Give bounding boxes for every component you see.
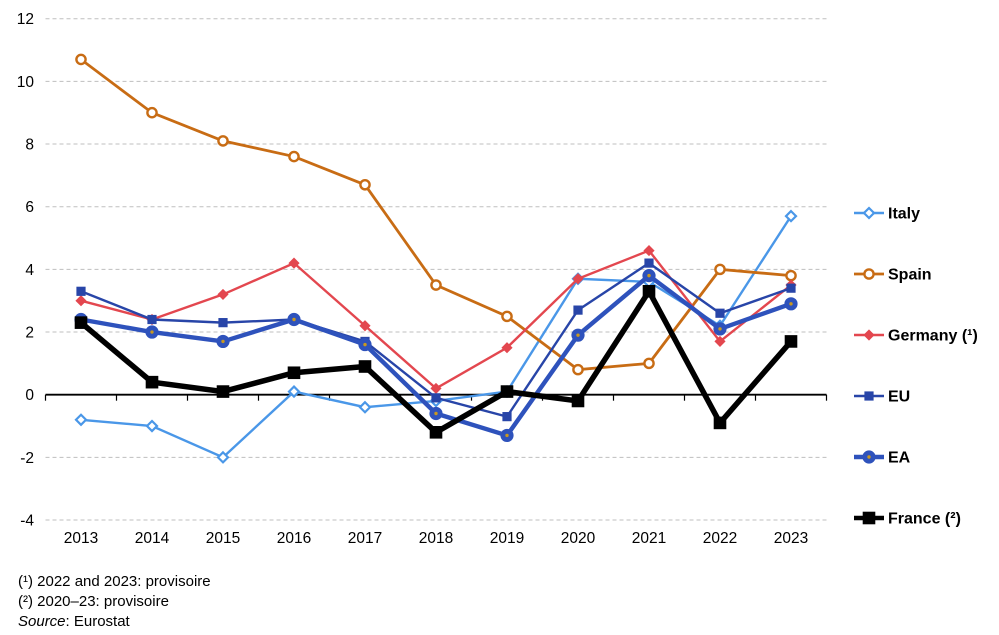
data-point-germany-2017 (359, 320, 371, 332)
data-point-germany-2018 (430, 382, 442, 395)
data-point-spain-2016 (288, 150, 300, 163)
data-point-eu-2020 (573, 305, 583, 315)
data-point-spain-2019 (501, 310, 513, 323)
data-point-france-2023 (784, 335, 798, 348)
data-point-eu-2022 (715, 308, 725, 318)
data-point-france-2018 (429, 425, 443, 439)
legend-marker-germany (863, 329, 875, 341)
data-point-italy-2016 (287, 385, 301, 399)
data-point-eu-2013 (76, 286, 86, 296)
data-point-spain-2021 (643, 357, 655, 370)
x-axis-tick-label-2018: 2018 (419, 530, 453, 547)
data-point-spain-2015 (217, 135, 229, 147)
footnote-2: (²) 2020–23: provisoire (18, 593, 169, 610)
data-point-spain-2022 (714, 263, 726, 276)
x-axis-tick-label-2013: 2013 (64, 530, 98, 547)
data-point-france-2017 (358, 360, 372, 373)
data-point-ea-2020-dot (576, 333, 580, 337)
data-point-spain-2014 (146, 106, 158, 119)
legend-item-eu: EU (854, 389, 910, 406)
y-axis-tick-label-4: 4 (25, 262, 34, 279)
legend-label-germany: Germany (¹) (888, 328, 978, 345)
data-point-italy-2014 (145, 419, 159, 433)
data-point-ea-2015-dot (221, 339, 225, 344)
data-point-spain-2020 (572, 363, 584, 376)
x-axis-tick-label-2021: 2021 (632, 530, 666, 547)
data-point-eu-2015 (218, 318, 228, 328)
data-point-france-2020 (571, 394, 585, 408)
legend-marker-france (862, 511, 876, 525)
data-point-italy-2023 (784, 209, 798, 223)
legend-marker-italy (862, 206, 876, 220)
data-point-ea-2023-dot (789, 302, 793, 306)
data-point-eu-2019 (502, 412, 512, 422)
data-point-ea-2014-dot (150, 330, 154, 334)
data-point-germany-2021 (643, 244, 655, 257)
data-point-france-2019 (500, 385, 514, 398)
y-axis-tick-label-0: 0 (25, 387, 34, 404)
y-axis-tick-label--4: -4 (20, 513, 34, 530)
x-axis-tick-label-2023: 2023 (774, 530, 808, 547)
data-point-france-2013 (74, 316, 88, 329)
data-point-eu-2014 (147, 314, 157, 325)
data-point-eu-2021 (644, 258, 654, 268)
line-chart: 12 10 8 6 4 2 0 -2 -4 2013 2014 2015 2016 2017 2018 201… (17, 11, 978, 547)
data-point-spain-2013 (75, 53, 87, 66)
data-point-germany-2020 (572, 273, 584, 285)
legend-marker-ea-dot (867, 455, 871, 459)
legend-marker-eu (864, 391, 874, 401)
data-point-eu-2023 (786, 283, 796, 293)
y-axis-tick-label--2: -2 (20, 450, 34, 467)
data-point-ea-2021-dot (647, 273, 651, 278)
x-axis-tick-label-2019: 2019 (490, 530, 524, 547)
source-line: Source: Eurostat (18, 612, 211, 632)
series-line-germany (80, 249, 792, 390)
y-axis-tick-label-6: 6 (25, 199, 34, 216)
data-point-germany-2015 (217, 288, 229, 301)
legend-label-spain: Spain (888, 267, 932, 284)
data-point-italy-2017 (358, 400, 372, 414)
data-point-spain-2023 (785, 269, 797, 282)
data-point-france-2014 (145, 375, 159, 389)
source-label: Source (18, 613, 66, 630)
data-point-france-2015 (216, 385, 230, 398)
data-point-ea-2022-dot (718, 327, 722, 331)
legend-label-ea: EA (888, 450, 911, 467)
data-point-eu-2018 (431, 393, 441, 403)
data-point-germany-2013 (75, 295, 87, 307)
data-point-germany-2022 (714, 335, 726, 348)
legend-marker-spain (863, 268, 875, 280)
data-point-germany-2019 (501, 342, 513, 354)
series-line-spain (80, 58, 792, 372)
x-axis-tick-label-2017: 2017 (348, 530, 382, 547)
footnotes: (¹) 2022 and 2023: provisoire (²) 2020–2… (18, 572, 211, 632)
footnote-1: (¹) 2022 and 2023: provisoire (18, 573, 211, 590)
x-axis-tick-label-2014: 2014 (135, 530, 170, 547)
y-axis-tick-label-8: 8 (25, 137, 34, 154)
y-axis-tick-label-12: 12 (17, 11, 34, 28)
data-point-ea-2016-dot (292, 317, 296, 322)
y-axis-tick-label-10: 10 (17, 74, 35, 91)
data-point-germany-2016 (288, 257, 300, 269)
legend-label-italy: Italy (888, 206, 920, 223)
legend-label-france: France (²) (888, 511, 961, 528)
legend-label-eu: EU (888, 389, 910, 406)
data-point-italy-2015 (216, 450, 230, 464)
y-axis-tick-label-2: 2 (25, 325, 34, 342)
data-point-italy-2013 (74, 413, 88, 427)
source-value: : Eurostat (65, 613, 130, 630)
data-point-france-2016 (287, 366, 301, 380)
x-axis-tick-label-2020: 2020 (561, 530, 596, 547)
data-point-france-2022 (713, 416, 727, 430)
data-point-spain-2018 (430, 279, 442, 291)
data-point-ea-2017-dot (363, 342, 367, 347)
data-point-ea-2018-dot (434, 411, 438, 416)
x-axis-tick-label-2016: 2016 (277, 530, 311, 547)
data-point-spain-2017 (359, 178, 371, 191)
data-point-france-2021 (642, 285, 656, 298)
x-axis-tick-label-2015: 2015 (206, 530, 240, 547)
data-point-ea-2019-dot (505, 433, 509, 438)
x-axis-tick-label-2022: 2022 (703, 530, 737, 547)
